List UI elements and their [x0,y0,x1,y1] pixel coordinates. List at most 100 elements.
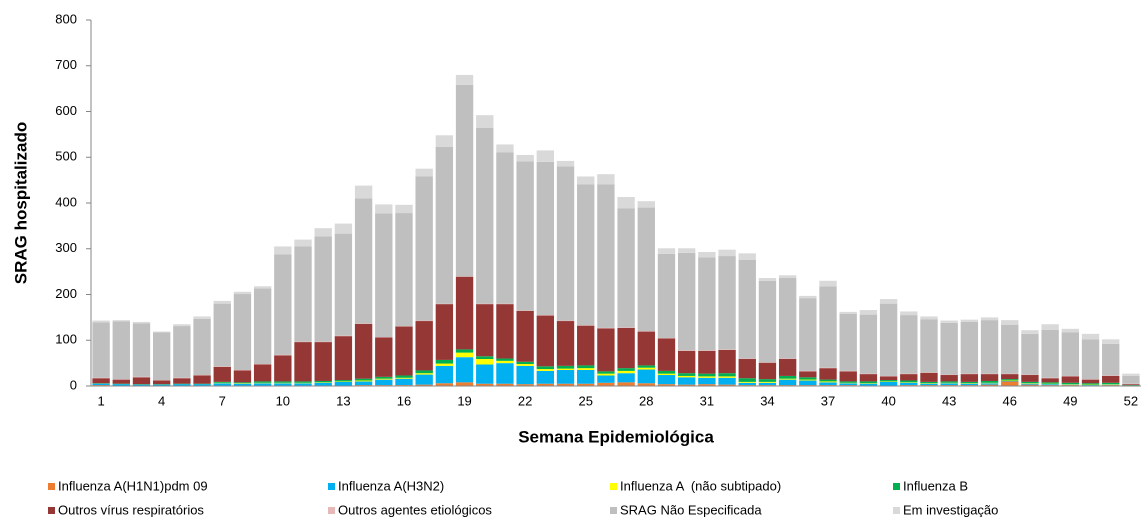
legend-label: Influenza A(H1N1)pdm 09 [58,478,208,493]
bar-segment [354,323,373,379]
bar-segment [859,383,878,386]
bar-segment [617,368,635,371]
bar-segment [1041,329,1059,378]
bar-segment [1102,339,1120,344]
bar-segment [718,249,736,257]
bar-segment [900,382,918,386]
bar-segment [980,320,999,374]
bar-segment [1061,332,1080,376]
bar-segment [455,357,474,383]
bar-segment [496,304,514,359]
bar-segment [738,378,756,382]
bar-segment [536,315,555,367]
bar-segment [375,378,393,380]
bar-segment [435,365,454,384]
bar-segment [233,383,252,386]
bar-segment [536,366,555,370]
legend-swatch [893,483,900,490]
legend-label: Influenza A(H3N2) [338,478,444,493]
bar-segment [859,374,878,382]
bar-segment [294,342,312,382]
bar-segment [1041,384,1059,386]
bar-segment [1021,381,1039,384]
x-tick-label: 34 [760,393,774,408]
bar-segment [879,303,898,376]
x-tick-label: 52 [1124,393,1138,408]
bar-segment [657,375,676,385]
bar-segment [637,331,655,366]
legend-swatch [48,483,55,490]
bar-segment [132,384,151,386]
bar-segment [132,321,151,324]
bar-segment [334,380,353,382]
bar-segment [597,328,615,372]
bar-segment [1001,379,1019,381]
bar-segment [758,382,777,386]
bar-segment [920,316,938,320]
bar-segment [940,375,958,382]
legend-swatch [893,507,900,514]
bar-segment [859,381,878,384]
legend-swatch [48,507,55,514]
bar-segment [920,381,938,384]
bar-segment [1001,374,1019,380]
bar-segment [253,364,272,382]
x-tick-label: 46 [1003,393,1017,408]
bar-segment [577,184,595,326]
x-tick-label: 43 [942,393,956,408]
bar-segment [152,384,171,386]
bar-segment [778,278,797,359]
bar-segment [839,371,857,382]
bar-segment [980,383,999,385]
bar-segment [152,332,171,381]
bar-segment [657,248,676,254]
bar-segment [799,298,817,371]
bar-segment [354,185,373,199]
legend-label: Influenza A (não subtipado) [620,478,781,493]
bar-segment [617,327,635,369]
bar-segment [1001,320,1019,325]
bar-segment [476,304,494,357]
bar-segment [698,251,716,258]
bar-segment [677,377,696,385]
bar-segment [334,381,353,386]
bar-segment [395,378,413,386]
bar-segment [274,254,292,355]
bar-segment [233,291,252,295]
y-tick-label: 600 [55,103,77,118]
bar-segment [839,311,857,314]
bar-segment [597,375,615,383]
bar-segment [173,324,191,327]
bar-segment [960,374,979,382]
bar-segment [213,366,231,382]
bar-segment [92,320,110,323]
legend-swatch [328,483,335,490]
bar-segment [1021,383,1039,385]
bar-segment [193,384,211,386]
bar-segment [637,365,655,368]
bar-segment [799,371,817,378]
bar-segment [415,373,433,375]
bar-segment [193,316,211,319]
bar-segment [395,213,413,327]
bar-segment [132,377,151,385]
bar-segment [375,337,393,377]
bar-segment [778,378,797,380]
bar-segment [657,338,676,371]
bar-segment [778,275,797,279]
bar-segment [819,280,837,287]
bar-segment [839,381,857,383]
bar-segment [112,320,130,322]
bar-segment [900,315,918,374]
x-tick-label: 40 [881,393,895,408]
bar-segment [375,379,393,386]
bar-segment [112,384,130,386]
bar-segment [718,256,736,350]
bar-segment [819,286,837,368]
bar-segment [738,382,756,386]
bar-segment [1102,343,1120,376]
bar-segment [597,174,615,185]
bar-segment [1122,384,1140,386]
bar-segment [152,331,171,333]
bar-segment [476,356,494,360]
